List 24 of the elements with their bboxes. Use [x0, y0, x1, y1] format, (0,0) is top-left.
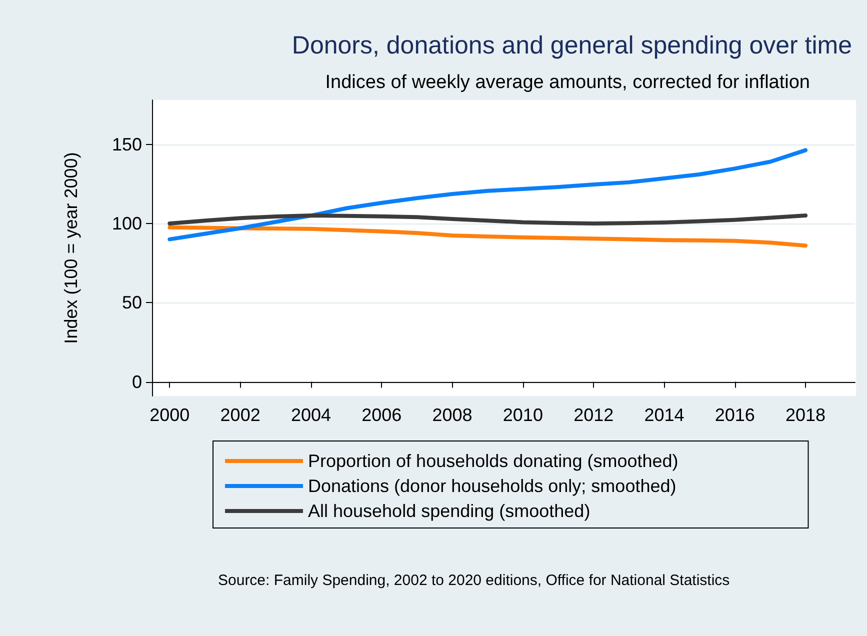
chart-title: Donors, donations and general spending over time [292, 32, 852, 60]
x-tick-label: 2010 [502, 405, 543, 425]
chart-subtitle: Indices of weekly average amounts, corrected for inflation [325, 72, 810, 93]
x-tick-label: 2014 [644, 405, 684, 425]
y-axis-title: Index (100 = year 2000) [61, 152, 81, 344]
line-series [168, 225, 808, 248]
source-note: Source: Family Spending, 2002 to 2020 editions, Office for National Statistics [218, 572, 730, 589]
y-tick-label: 0 [132, 372, 142, 392]
x-tick-label: 2016 [714, 405, 755, 425]
x-tick-label: 2000 [150, 405, 190, 425]
line-series [168, 214, 808, 226]
legend-label: Proportion of households donating (smoothed) [308, 451, 678, 471]
x-tick-label: 2018 [786, 405, 826, 425]
line-series [168, 148, 808, 242]
legend-label: Donations (donor households only; smoothed) [308, 476, 676, 496]
x-tick-label: 2002 [220, 405, 260, 425]
y-tick-label: 100 [112, 213, 142, 234]
x-tick-label: 2008 [432, 405, 472, 425]
y-tick-label: 50 [122, 292, 142, 313]
y-tick-label: 150 [112, 134, 142, 154]
x-tick-label: 2004 [290, 405, 331, 425]
x-tick-label: 2006 [362, 405, 402, 425]
x-tick-label: 2012 [574, 405, 614, 425]
legend-label: All household spending (smoothed) [308, 501, 590, 521]
